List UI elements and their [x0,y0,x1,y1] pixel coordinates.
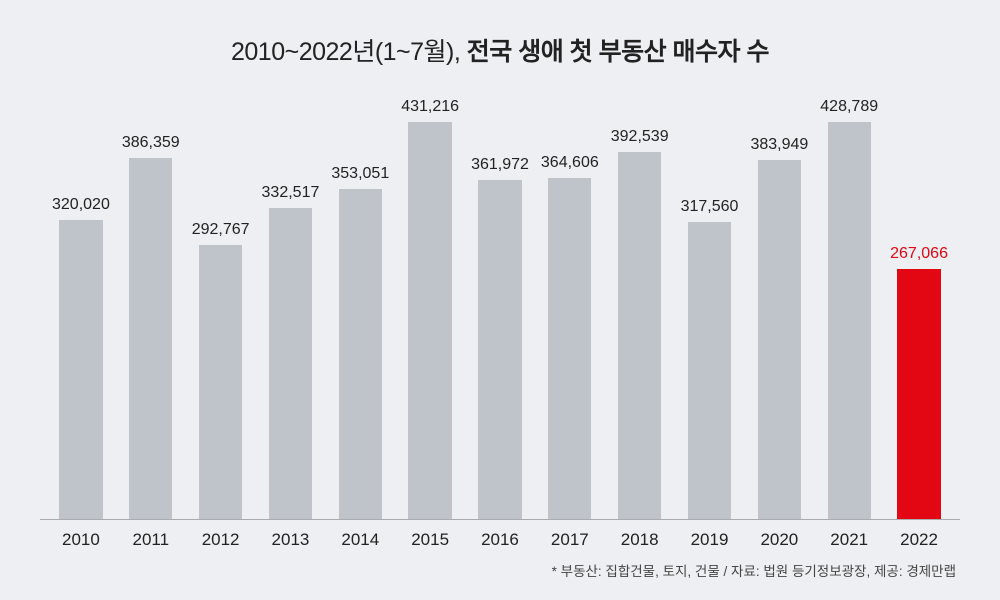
bar-slot: 292,767 [186,98,256,519]
chart-footnote: * 부동산: 집합건물, 토지, 건물 / 자료: 법원 등기정보광장, 제공:… [40,560,960,580]
bar [688,222,731,519]
x-axis-tick: 2019 [675,530,745,550]
x-axis-tick: 2013 [256,530,326,550]
bar [408,122,451,519]
x-axis-tick: 2014 [325,530,395,550]
bar-slot: 392,539 [605,98,675,519]
chart-title-light: 2010~2022년(1~7월), [231,38,467,66]
bar [59,220,102,519]
bar-slot: 361,972 [465,98,535,519]
bar-slot: 383,949 [744,98,814,519]
bar [339,189,382,519]
bar-slot: 267,066 [884,98,954,519]
bar [478,180,521,519]
x-axis-tick: 2022 [884,530,954,550]
x-axis-tick: 2015 [395,530,465,550]
bar-value-label: 386,359 [122,134,180,152]
bar-slot: 317,560 [675,98,745,519]
bar-value-label: 332,517 [262,184,320,202]
bar [618,152,661,519]
bar-value-label: 353,051 [331,165,389,183]
x-axis-tick: 2021 [814,530,884,550]
bar-value-label: 364,606 [541,154,599,172]
bar [548,178,591,519]
bar-slot: 320,020 [46,98,116,519]
bar-value-label: 431,216 [401,98,459,116]
bar [129,158,172,519]
x-axis-tick: 2012 [186,530,256,550]
bar [269,208,312,519]
bar-value-label: 317,560 [681,198,739,216]
bar-value-label: 383,949 [750,136,808,154]
bar-slot: 332,517 [256,98,326,519]
bar [199,245,242,519]
x-axis: 2010201120122013201420152016201720182019… [40,520,960,550]
chart-title: 2010~2022년(1~7월), 전국 생애 첫 부동산 매수자 수 [40,32,960,68]
bar-slot: 353,051 [325,98,395,519]
x-axis-tick: 2010 [46,530,116,550]
x-axis-tick: 2016 [465,530,535,550]
bar-value-label: 361,972 [471,156,529,174]
bar-slot: 431,216 [395,98,465,519]
x-axis-tick: 2017 [535,530,605,550]
chart-title-bold: 전국 생애 첫 부동산 매수자 수 [467,38,769,66]
bar-slot: 364,606 [535,98,605,519]
x-axis-tick: 2020 [744,530,814,550]
x-axis-tick: 2011 [116,530,186,550]
x-axis-tick: 2018 [605,530,675,550]
bar [758,160,801,519]
chart-container: 2010~2022년(1~7월), 전국 생애 첫 부동산 매수자 수 320,… [0,0,1000,600]
bar-value-label: 428,789 [820,98,878,116]
plot-area: 320,020 386,359 292,767 332,517 353,051 431,2… [40,98,960,520]
bar [897,269,940,519]
bar-value-label: 267,066 [890,245,948,263]
bar-slot: 386,359 [116,98,186,519]
bar-value-label: 392,539 [611,128,669,146]
bar-value-label: 292,767 [192,221,250,239]
bar-value-label: 320,020 [52,196,110,214]
bar [828,122,871,519]
bar-slot: 428,789 [814,98,884,519]
